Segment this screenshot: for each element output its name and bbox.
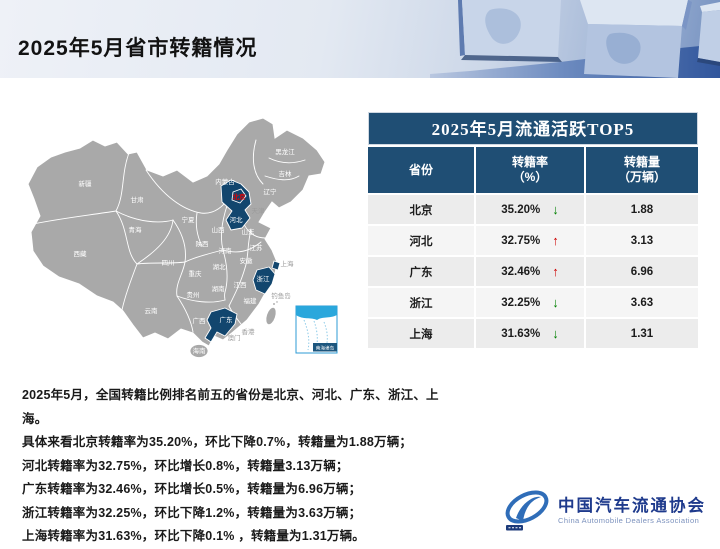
table-row-北京: 北京 35.20% ↓ 1.88 [368, 195, 698, 224]
province-label-黑龙江: 黑龙江 [275, 147, 295, 156]
province-label-内蒙古: 内蒙古 [215, 177, 235, 186]
cell-rate: 32.46% ↑ [476, 257, 584, 286]
province-label-安徽: 安徽 [240, 256, 254, 265]
logo-text: 中国汽车流通协会 China Automobile Dealers Associ… [558, 497, 706, 525]
inset-label-bar [313, 343, 337, 352]
cubes-decoration-image [430, 0, 720, 78]
cell-volume: 3.63 [586, 288, 698, 317]
cell-rate: 32.75% ↑ [476, 226, 584, 255]
table-row-广东: 广东 32.46% ↑ 6.96 [368, 257, 698, 286]
cell-rate: 32.25% ↓ [476, 288, 584, 317]
province-shanghai [271, 260, 281, 271]
province-label-江西: 江西 [234, 281, 248, 289]
table-body: 北京 35.20% ↓ 1.88 河北 32.75% ↑ 3.13 广东 32.46% ↑ 6.96 浙… [368, 195, 698, 348]
trend-down-icon: ↓ [552, 326, 559, 341]
china-map: 南海诸岛 新疆 西藏 青海 甘肃 内蒙古 黑龙江 吉林 辽宁 北京 天津 河北 山西 山东 宁夏 陕西 河南江… [25, 112, 355, 372]
cell-province: 广东 [368, 257, 474, 286]
highlighted-provinces [204, 179, 281, 343]
trend-down-icon: ↓ [552, 202, 559, 217]
province-label-湖南: 湖南 [212, 284, 226, 293]
province-label-海南: 海南 [193, 346, 207, 355]
island-hainan [189, 344, 209, 358]
col-header-volume: 转籍量 （万辆） [586, 147, 698, 193]
trend-up-icon: ↑ [552, 264, 559, 279]
province-zhejiang [252, 266, 276, 295]
table-row-上海: 上海 31.63% ↓ 1.31 [368, 319, 698, 348]
summary-line: 浙江转籍率为32.25%，环比下降1.2%，转籍量为3.63万辆； [22, 505, 362, 520]
cell-province: 上海 [368, 319, 474, 348]
cell-rate: 35.20% ↓ [476, 195, 584, 224]
province-label-辽宁: 辽宁 [264, 187, 278, 196]
top5-table-panel: 2025年5月流通活跃TOP5 省份 转籍率 （%） 转籍量 （万辆） 北京 35… [368, 112, 698, 348]
trend-up-icon: ↑ [552, 233, 559, 248]
summary-line: 广东转籍率为32.46%，环比增长0.5%，转籍量为6.96万辆； [22, 482, 362, 496]
cell-volume: 1.88 [586, 195, 698, 224]
cell-rate: 31.63% ↓ [476, 319, 584, 348]
province-label-甘肃: 甘肃 [131, 195, 145, 204]
islands [189, 301, 278, 358]
header-banner: 2025年5月省市转籍情况 [0, 0, 720, 78]
province-label-西藏: 西藏 [74, 249, 88, 258]
table-row-河北: 河北 32.75% ↑ 3.13 [368, 226, 698, 255]
province-label-天津: 天津 [252, 207, 266, 215]
cada-logo-icon [505, 490, 549, 531]
col-header-province: 省份 [368, 147, 474, 193]
province-guangdong [204, 307, 238, 343]
province-label-钓鱼岛: 钓鱼岛 [271, 291, 291, 300]
association-logo: 中国汽车流通协会 China Automobile Dealers Associ… [500, 488, 706, 534]
province-label-青海: 青海 [129, 225, 143, 234]
province-label-陕西: 陕西 [196, 239, 210, 248]
province-beijing [231, 188, 247, 204]
province-label-山西: 山西 [212, 225, 226, 234]
summary-text: 2025年5月，全国转籍比例排名前五的省份是北京、河北、广东、浙江、上海。具体来… [22, 384, 462, 549]
table-row-浙江: 浙江 32.25% ↓ 3.63 [368, 288, 698, 317]
province-label-吉林: 吉林 [279, 169, 293, 178]
province-label-重庆: 重庆 [189, 269, 203, 278]
cell-volume: 3.13 [586, 226, 698, 255]
province-label-贵州: 贵州 [187, 290, 200, 299]
cell-province: 浙江 [368, 288, 474, 317]
cell-volume: 6.96 [586, 257, 698, 286]
col-header-rate: 转籍率 （%） [476, 147, 584, 193]
province-label-北京: 北京 [233, 192, 247, 201]
island-diaoyu-2 [276, 301, 278, 303]
province-label-香港: 香港 [242, 327, 256, 336]
island-diaoyu [273, 303, 275, 305]
province-label-云南: 云南 [145, 306, 159, 315]
inset-label: 南海诸岛 [316, 345, 335, 352]
province-label-浙江: 浙江 [257, 274, 271, 283]
province-label-湖北: 湖北 [213, 262, 227, 271]
province-label-宁夏: 宁夏 [182, 215, 196, 224]
province-label-澳门: 澳门 [228, 333, 241, 342]
south-china-sea-inset: 南海诸岛 [295, 305, 338, 354]
cell-volume: 1.31 [586, 319, 698, 348]
cell-province: 河北 [368, 226, 474, 255]
province-label-山东: 山东 [242, 227, 256, 236]
summary-line: 河北转籍率为32.75%，环比增长0.8%，转籍量3.13万辆； [22, 458, 349, 473]
table-title: 2025年5月流通活跃TOP5 [368, 112, 698, 145]
province-label-河南: 河南 [219, 246, 233, 255]
china-outline [27, 117, 326, 347]
org-name-en: China Automobile Dealers Association [558, 516, 700, 525]
summary-line: 2025年5月，全国转籍比例排名前五的省份是北京、河北、广东、浙江、上海。 [22, 388, 439, 426]
province-label-广东: 广东 [220, 315, 234, 324]
trend-down-icon: ↓ [552, 295, 559, 310]
page-title: 2025年5月省市转籍情况 [18, 37, 258, 60]
org-name-cn: 中国汽车流通协会 [558, 497, 706, 515]
province-label-河北: 河北 [230, 216, 244, 224]
province-label-福建: 福建 [244, 296, 258, 305]
china-map-svg: 南海诸岛 新疆西藏青海甘肃内蒙古黑龙江吉林辽宁北京天津河北山西 山东宁夏陕西河南江… [27, 117, 338, 358]
island-taiwan [265, 306, 277, 326]
summary-line: 具体来看北京转籍率为35.20%，环比下降0.7%，转籍量为1.88万辆； [22, 435, 413, 449]
cell-province: 北京 [368, 195, 474, 224]
province-label-江苏: 江苏 [250, 243, 264, 252]
province-label-新疆: 新疆 [79, 179, 93, 188]
summary-line: 上海转籍率为31.63%，环比下降0.1% ，转籍量为1.31万辆。 [22, 529, 365, 543]
province-label-四川: 四川 [162, 259, 175, 267]
province-label-上海: 上海 [281, 259, 295, 268]
table-header-row: 省份 转籍率 （%） 转籍量 （万辆） [368, 147, 698, 193]
province-label-广西: 广西 [193, 316, 207, 325]
